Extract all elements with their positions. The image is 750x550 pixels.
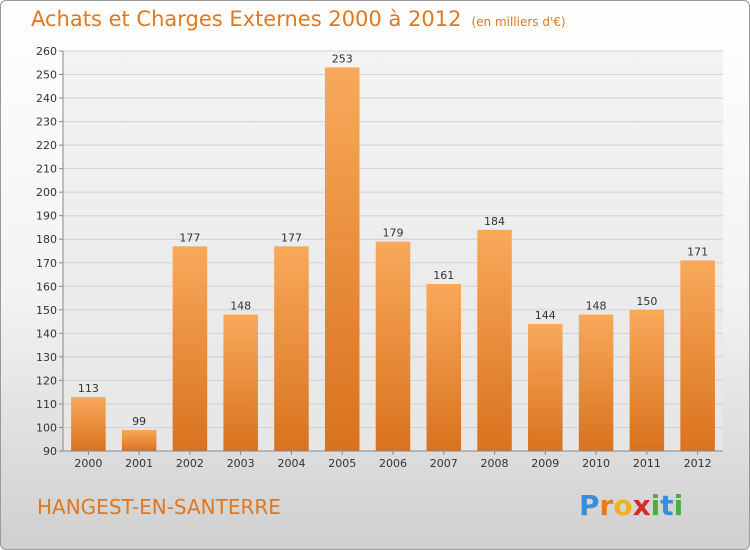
- x-tick-label: 2007: [430, 457, 458, 470]
- bar: [680, 260, 715, 451]
- logo-letter: t: [660, 489, 674, 522]
- logo-letter: P: [579, 489, 600, 522]
- logo-letter: i: [650, 489, 661, 522]
- chart-title: Achats et Charges Externes 2000 à 2012 (e…: [31, 7, 566, 31]
- x-tick-label: 2000: [74, 457, 102, 470]
- x-tick-label: 2001: [125, 457, 153, 470]
- bar: [274, 246, 309, 451]
- y-tick-label: 190: [36, 210, 57, 223]
- bar-value-label: 161: [433, 269, 454, 282]
- y-tick-label: 260: [36, 45, 57, 58]
- bar: [121, 429, 157, 451]
- y-tick-label: 90: [43, 445, 57, 458]
- logo-letter: x: [632, 489, 651, 522]
- x-tick-label: 2005: [328, 457, 356, 470]
- y-tick-label: 160: [36, 280, 57, 293]
- bar-value-label: 171: [687, 245, 708, 258]
- x-tick-label: 2012: [684, 457, 712, 470]
- bar-value-label: 184: [484, 215, 505, 228]
- bar: [578, 314, 614, 451]
- x-tick-label: 2011: [633, 457, 661, 470]
- y-tick-label: 110: [36, 398, 57, 411]
- x-tick-label: 2004: [277, 457, 305, 470]
- bar: [172, 246, 208, 451]
- x-axis: 2000 2001 2002 2003 2004 2005 2006 2007 2008 2009…: [63, 450, 723, 470]
- chart-unit: (en milliers d'€): [471, 15, 566, 29]
- chart-title-text: Achats et Charges Externes 2000 à 2012: [31, 7, 462, 31]
- bar-value-label: 177: [281, 231, 302, 244]
- y-tick-label: 140: [36, 327, 57, 340]
- logo-letter: o: [613, 489, 633, 522]
- x-tick-label: 2009: [531, 457, 559, 470]
- x-tick-label: 2008: [481, 457, 509, 470]
- bar-value-label: 179: [383, 227, 404, 240]
- logo-letter: i: [673, 489, 684, 522]
- y-tick-label: 170: [36, 257, 57, 270]
- proxiti-logo: Proxiti: [579, 489, 683, 522]
- x-tick-label: 2002: [176, 457, 204, 470]
- y-tick-label: 230: [36, 116, 57, 129]
- bar-value-label: 148: [586, 300, 607, 313]
- bar-value-label: 113: [78, 382, 99, 395]
- logo-letter: r: [599, 489, 614, 522]
- bar-value-label: 144: [535, 309, 556, 322]
- y-tick-label: 250: [36, 69, 57, 82]
- bar: [324, 67, 360, 452]
- bar: [629, 309, 665, 451]
- bar: [375, 241, 411, 451]
- bar-value-label: 99: [132, 415, 146, 428]
- bar-value-label: 148: [230, 300, 251, 313]
- bar: [528, 323, 563, 451]
- bar: [477, 229, 512, 451]
- bar-value-label: 253: [332, 52, 353, 65]
- y-tick-label: 210: [36, 163, 57, 176]
- y-tick-label: 150: [36, 304, 57, 317]
- y-tick-label: 130: [36, 351, 57, 364]
- y-tick-label: 120: [36, 374, 57, 387]
- bar: [71, 396, 106, 451]
- commune-name: HANGEST-EN-SANTERRE: [37, 495, 281, 519]
- bars: [71, 67, 715, 452]
- y-axis: 90 100 110 120 130 140 150 160 170 180 190 200 210 22…: [36, 45, 64, 458]
- bar: [223, 314, 258, 451]
- y-tick-label: 240: [36, 92, 57, 105]
- y-tick-label: 180: [36, 233, 57, 246]
- x-tick-label: 2003: [227, 457, 255, 470]
- bar: [426, 283, 462, 451]
- y-tick-label: 100: [36, 421, 57, 434]
- bar-value-label: 177: [179, 231, 200, 244]
- bar-value-label: 150: [636, 295, 657, 308]
- data-labels: 113 99 177 148 177 253 179 161 184 144 148 150 171: [78, 52, 708, 427]
- x-tick-label: 2006: [379, 457, 407, 470]
- x-tick-label: 2010: [582, 457, 610, 470]
- y-tick-label: 200: [36, 186, 57, 199]
- y-tick-label: 220: [36, 139, 57, 152]
